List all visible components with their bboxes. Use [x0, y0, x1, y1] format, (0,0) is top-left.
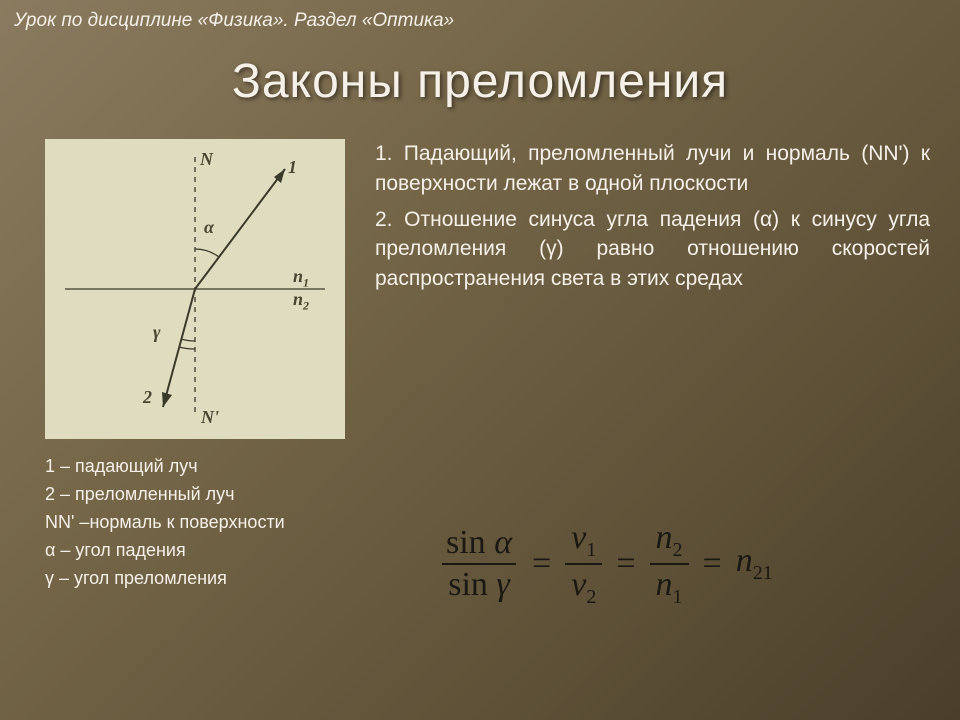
label-N-bottom: N' [201, 407, 219, 428]
frac-sin: sin α sin γ [440, 525, 518, 602]
law-1: 1. Падающий, преломленный лучи и нормаль… [375, 139, 930, 199]
legend-line-5: γ – угол преломления [45, 565, 345, 593]
lesson-header: Урок по дисциплине «Физика». Раздел «Опт… [0, 0, 960, 32]
legend-line-4: α – угол падения [45, 537, 345, 565]
left-column: N N' 1 2 α γ n1 n2 1 – падающий луч 2 – … [45, 139, 345, 592]
equals-1: = [528, 545, 555, 583]
label-n1: n1 [293, 266, 309, 291]
equals-2: = [612, 545, 639, 583]
equals-3: = [699, 545, 726, 583]
page-title: Законы преломления [0, 54, 960, 109]
n21: n21 [736, 542, 773, 585]
legend-line-1: 1 – падающий луч [45, 453, 345, 481]
label-ray2: 2 [143, 387, 152, 408]
law-2: 2. Отношение синуса угла падения (α) к с… [375, 205, 930, 294]
frac-n: n2 n1 [650, 520, 689, 608]
legend-line-2: 2 – преломленный луч [45, 481, 345, 509]
diagram-legend: 1 – падающий луч 2 – преломленный луч NN… [45, 453, 345, 592]
legend-line-3: NN' –нормаль к поверхности [45, 509, 345, 537]
label-ray1: 1 [288, 157, 297, 178]
label-n2: n2 [293, 289, 309, 314]
label-gamma: γ [153, 322, 161, 343]
frac-v: v1 v2 [565, 520, 602, 608]
label-alpha: α [204, 217, 214, 238]
refraction-diagram: N N' 1 2 α γ n1 n2 [45, 139, 345, 439]
snell-formula: sin α sin γ = v1 v2 = n2 n1 = n21 [440, 520, 900, 640]
label-N-top: N [200, 149, 213, 170]
